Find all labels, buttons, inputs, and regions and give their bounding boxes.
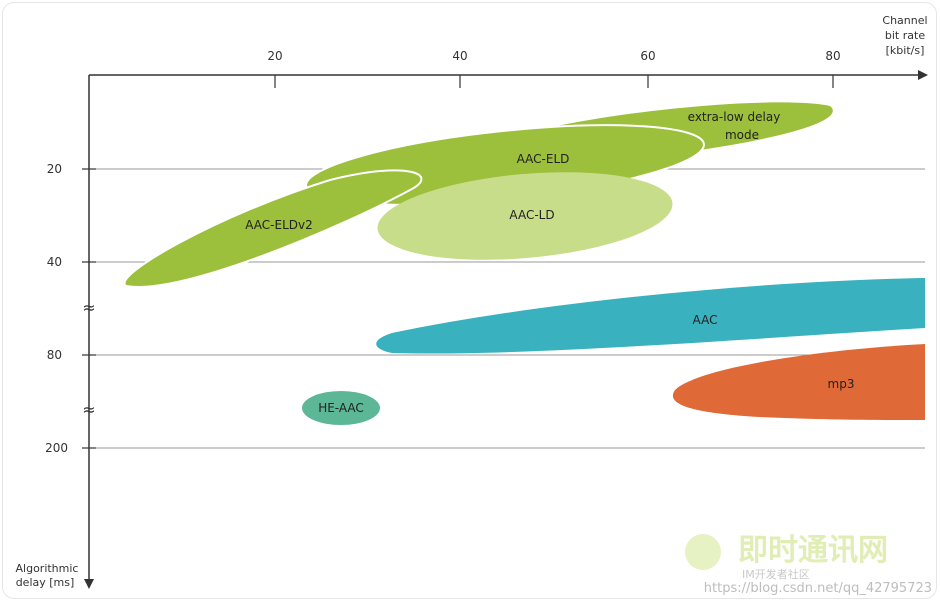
watermark-sub-text: IM开发者社区: [742, 567, 810, 581]
watermark: 即时通讯网 IM开发者社区 https://blog.csdn.net/qq_4…: [685, 533, 932, 596]
label-aac-ld: AAC-LD: [509, 208, 554, 222]
x-tick-label-20: 20: [267, 49, 282, 63]
region-he-aac: [302, 391, 380, 425]
watermark-url: https://blog.csdn.net/qq_42795723: [704, 581, 932, 596]
region-mp3: [672, 344, 925, 420]
watermark-logo-icon: [685, 534, 721, 570]
label-aac-eldv2: AAC-ELDv2: [245, 218, 313, 232]
y-axis-title-line1: Algorithmic: [16, 562, 79, 575]
y-axis-arrow-icon: [84, 579, 94, 589]
x-axis-arrow-icon: [918, 70, 928, 80]
y-tick-label-40: 40: [47, 255, 62, 269]
label-extra-low-delay: extra-low delay: [688, 110, 781, 124]
x-axis-title-line1: Channel: [882, 14, 927, 27]
label-extra-low-delay-line2: mode: [725, 128, 759, 142]
region-aac-ld: [377, 172, 673, 260]
x-axis-title-line3: [kbit/s]: [886, 44, 925, 57]
y-axis-break-upper: ≈: [82, 298, 95, 317]
y-tick-label-20: 20: [47, 162, 62, 176]
y-tick-label-200: 200: [45, 441, 68, 455]
watermark-logo-text: 即时通讯网: [738, 533, 888, 568]
label-mp3: mp3: [828, 377, 855, 391]
region-aac: [376, 278, 925, 354]
x-tick-label-40: 40: [452, 49, 467, 63]
y-axis-break-lower: ≈: [82, 400, 95, 419]
x-axis-title-line2: bit rate: [885, 29, 925, 42]
x-tick-label-60: 60: [640, 49, 655, 63]
y-tick-label-80: 80: [47, 348, 62, 362]
region-aac-eldv2: [123, 169, 423, 288]
label-aac: AAC: [693, 313, 718, 327]
y-axis-title-line2: delay [ms]: [16, 576, 75, 589]
x-tick-label-80: 80: [825, 49, 840, 63]
label-aac-eld: AAC-ELD: [517, 152, 570, 166]
label-he-aac: HE-AAC: [318, 401, 364, 415]
